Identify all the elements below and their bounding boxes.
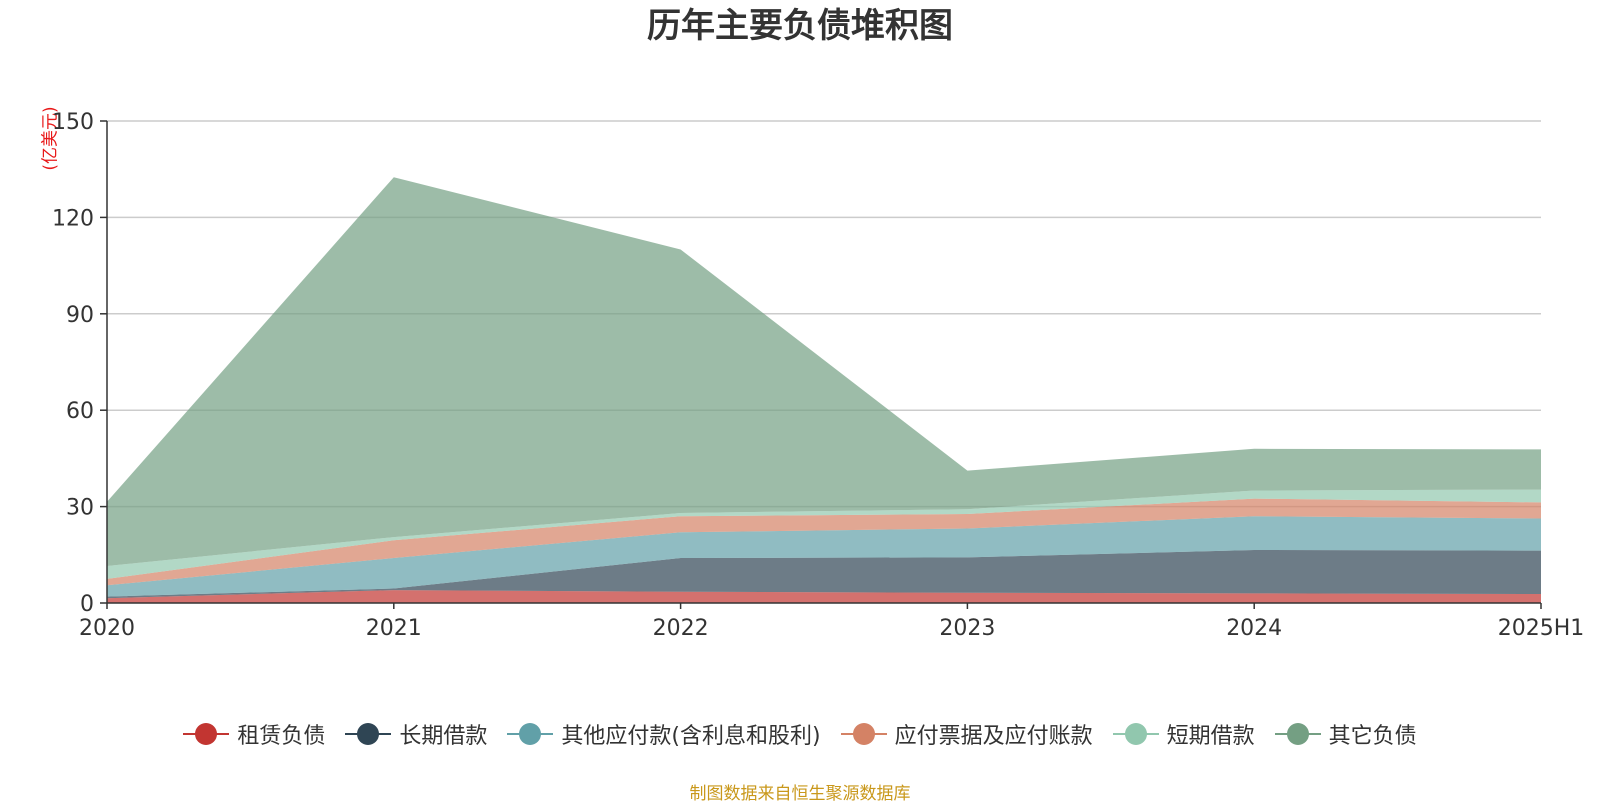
area-series-短期借款[interactable] [107,489,1541,579]
y-tick-label: 120 [52,206,94,231]
legend-marker-icon [507,722,554,746]
area-series-长期借款[interactable] [107,550,1541,599]
legend-item[interactable]: 其他应付款(含利息和股利) [507,718,821,750]
y-tick-label: 60 [66,399,94,424]
x-tick-label: 2020 [79,616,135,641]
stacked-area-chart: 0 30 60 90 120 150 2020 2021 2022 2023 2024 2025H1 [52,110,1584,641]
x-tick-label: 2021 [366,616,422,641]
legend-item[interactable]: 长期借款 [345,718,487,750]
area-series-应付票据及应付账款[interactable] [107,498,1541,586]
legend-label: 长期借款 [399,724,488,749]
area-series-其他应付款(含利息和股利)[interactable] [107,516,1541,597]
y-tick-label: 0 [80,592,94,617]
y-tick-label: 90 [66,303,94,328]
tick-labels: 0 30 60 90 120 150 2020 2021 2022 2023 2024 2025H1 [52,110,1584,641]
legend-label: 应付票据及应付账款 [894,724,1093,749]
legend-item[interactable]: 应付票据及应付账款 [840,718,1093,750]
area-series-其它负债[interactable] [107,177,1541,566]
area-series [107,177,1541,603]
legend-label: 短期借款 [1166,724,1255,749]
y-tick-label: 30 [66,496,94,521]
area-series-租赁负债[interactable] [107,590,1541,603]
x-tick-label: 2024 [1226,616,1282,641]
x-tick-label: 2022 [653,616,709,641]
source-note: 制图数据来自恒生聚源数据库 [689,784,911,804]
axes [100,120,1542,609]
legend-label: 租赁负债 [237,724,326,749]
legend-marker-icon [183,722,230,746]
legend-item[interactable]: 其它负债 [1274,718,1417,750]
legend-label: 其他应付款(含利息和股利) [561,724,821,749]
legend-label: 其它负债 [1328,724,1417,749]
x-tick-label: 2023 [939,616,995,641]
chart-title: 历年主要负债堆积图 [647,6,953,46]
legend: 租赁负债 长期借款 其他应付款(含利息和股利) 应付票据及应付账款 短期借款 其它负债 [0,718,1600,750]
legend-marker-icon [345,722,392,746]
legend-item[interactable]: 租赁负债 [183,718,325,750]
legend-marker-icon [1112,722,1159,746]
legend-marker-icon [1274,722,1321,746]
legend-item[interactable]: 短期借款 [1112,718,1255,750]
legend-marker-icon [840,722,887,746]
x-tick-label: 2025H1 [1498,616,1585,641]
y-tick-label: 150 [52,110,94,135]
